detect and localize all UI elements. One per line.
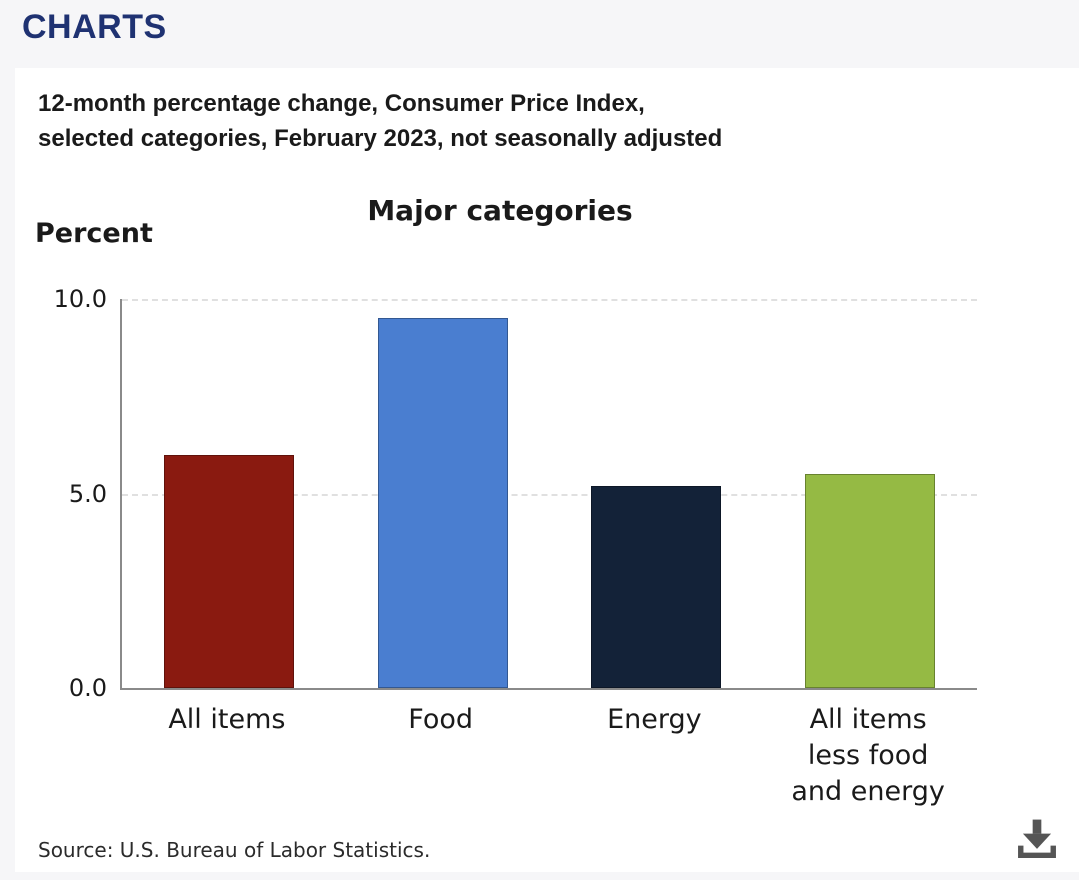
y-axis-ticks: 0.0 5.0 10.0 [15, 285, 107, 702]
x-axis-labels: All items Food Energy All items less food a… [120, 702, 975, 810]
y-tick-label: 5.0 [68, 479, 107, 508]
bar [591, 485, 722, 688]
chart-title: Major categories [367, 194, 633, 227]
chart-subtitle-line1: 12-month percentage change, Consumer Pri… [38, 90, 645, 117]
chart-subtitle: 12-month percentage change, Consumer Pri… [38, 86, 722, 156]
x-category-label: Energy [607, 704, 702, 735]
y-tick-label: 10.0 [53, 285, 107, 313]
download-button[interactable] [1009, 812, 1065, 866]
bar [805, 474, 936, 688]
y-axis-label: Percent [35, 218, 153, 249]
plot-area [120, 299, 977, 690]
gridline [122, 493, 977, 496]
y-tick-label: 0.0 [68, 674, 107, 702]
x-category-label: All items less food and energy [791, 704, 945, 807]
download-icon [1018, 819, 1056, 859]
bar [377, 318, 508, 688]
chart-subtitle-line2: selected categories, February 2023, not … [38, 125, 723, 152]
source-note: Source: U.S. Bureau of Labor Statistics. [38, 838, 431, 862]
page-title: CHARTS [22, 8, 167, 46]
chart-card: 12-month percentage change, Consumer Pri… [15, 68, 1079, 872]
gridline [122, 299, 977, 301]
bar [163, 454, 294, 688]
x-category-label: All items [168, 704, 286, 735]
x-category-label: Food [408, 704, 473, 735]
